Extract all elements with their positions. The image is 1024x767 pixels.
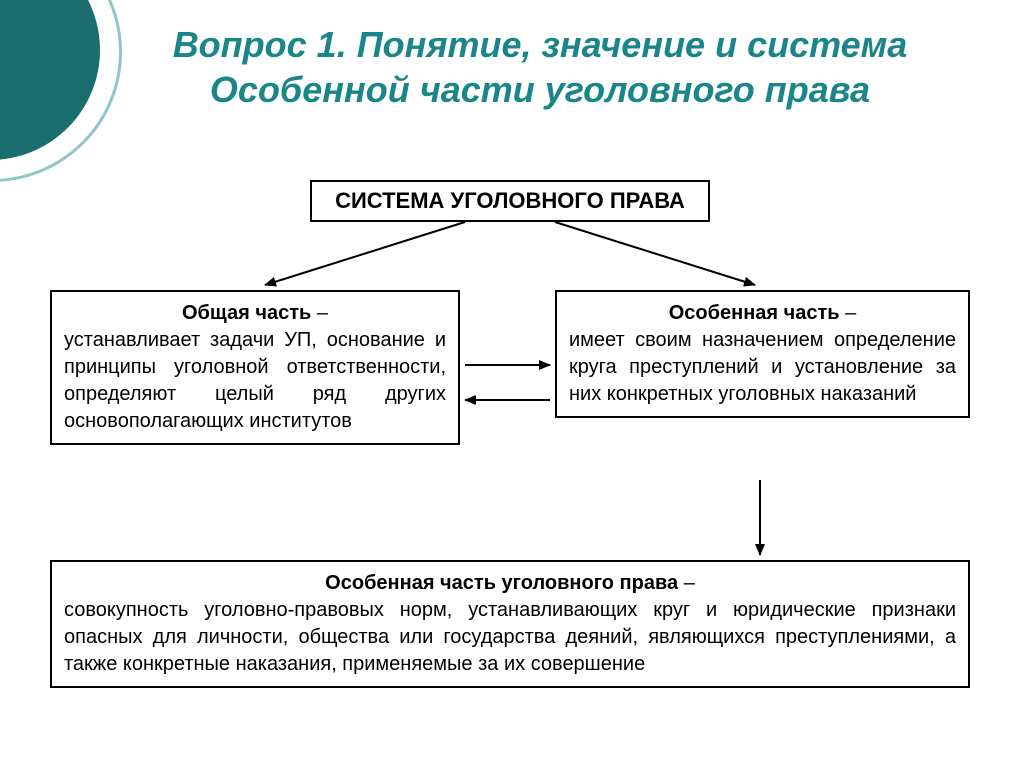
general-text: устанавливает задачи УП, основание и при… [64,329,446,432]
general-part-box: Общая часть – устанавливает задачи УП, о… [50,290,460,445]
special-text: имеет своим назначением определение круг… [569,329,956,405]
special-part-box: Особенная часть – имеет своим назначение… [555,290,970,418]
slide-number: 3 [0,175,60,225]
special-header: Особенная часть [669,302,840,324]
general-header: Общая часть [182,302,311,324]
slide-title: Вопрос 1. Понятие, значение и система Ос… [140,22,940,112]
bottom-text: совокупность уголовно-правовых норм, уст… [64,599,956,675]
system-box: СИСТЕМА УГОЛОВНОГО ПРАВА [310,180,710,222]
bottom-header: Особенная часть уголовного права [325,572,678,594]
bottom-definition-box: Особенная часть уголовного права – совок… [50,560,970,688]
